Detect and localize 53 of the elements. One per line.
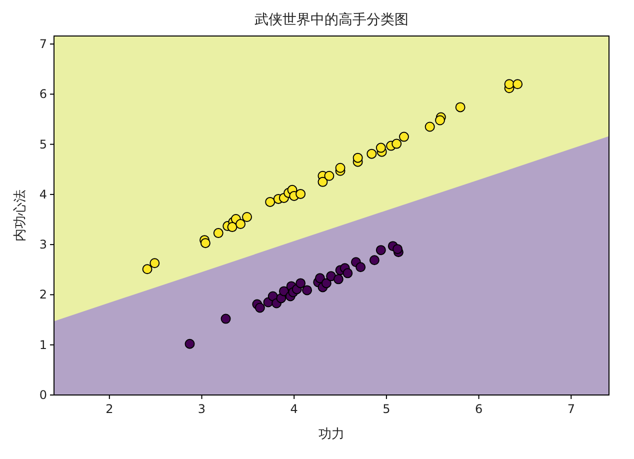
y-tick-label: 6 [39,87,47,102]
x-tick-label: 2 [106,402,114,416]
point [265,196,276,207]
point [142,264,152,274]
point [392,138,402,149]
x-tick-label: 5 [382,402,390,416]
point [392,244,403,254]
point [424,122,435,132]
y-tick-label: 4 [39,187,47,202]
point [296,278,306,288]
point [342,268,353,278]
point [376,245,386,256]
point [326,271,336,282]
y-tick-label: 3 [39,238,47,252]
y-tick-label: 5 [39,137,47,152]
x-tick-label: 4 [290,402,298,416]
y-tick-label: 2 [39,288,47,302]
x-tick-label: 7 [567,402,575,416]
point [227,222,238,232]
x-tick-label: 6 [474,402,483,416]
point [455,102,466,112]
y-tick-label: 7 [39,37,47,52]
point [302,285,312,296]
x-axis-title: 功力 [318,427,344,442]
point [512,79,523,90]
point [356,262,366,272]
y-tick-label: 1 [39,338,47,352]
point [242,212,252,222]
y-axis-title: 内功心法 [12,190,28,242]
point [398,132,409,142]
point [314,273,325,284]
point [321,278,332,288]
point [435,115,446,126]
point [335,162,346,173]
point [318,176,328,187]
point [150,258,160,268]
point [184,338,195,349]
point [324,170,334,181]
y-tick-label: 0 [39,388,47,402]
point [504,79,514,90]
chart-title: 武侠世界中的高手分类图 [254,12,408,28]
point [200,238,210,248]
point [376,142,386,153]
point [213,228,224,238]
point [254,302,265,313]
point [296,188,306,199]
x-tick-label: 3 [198,402,206,416]
point [333,274,344,284]
point [369,255,380,266]
point [352,152,363,163]
point [366,148,377,159]
point [236,219,246,230]
point [220,314,231,324]
